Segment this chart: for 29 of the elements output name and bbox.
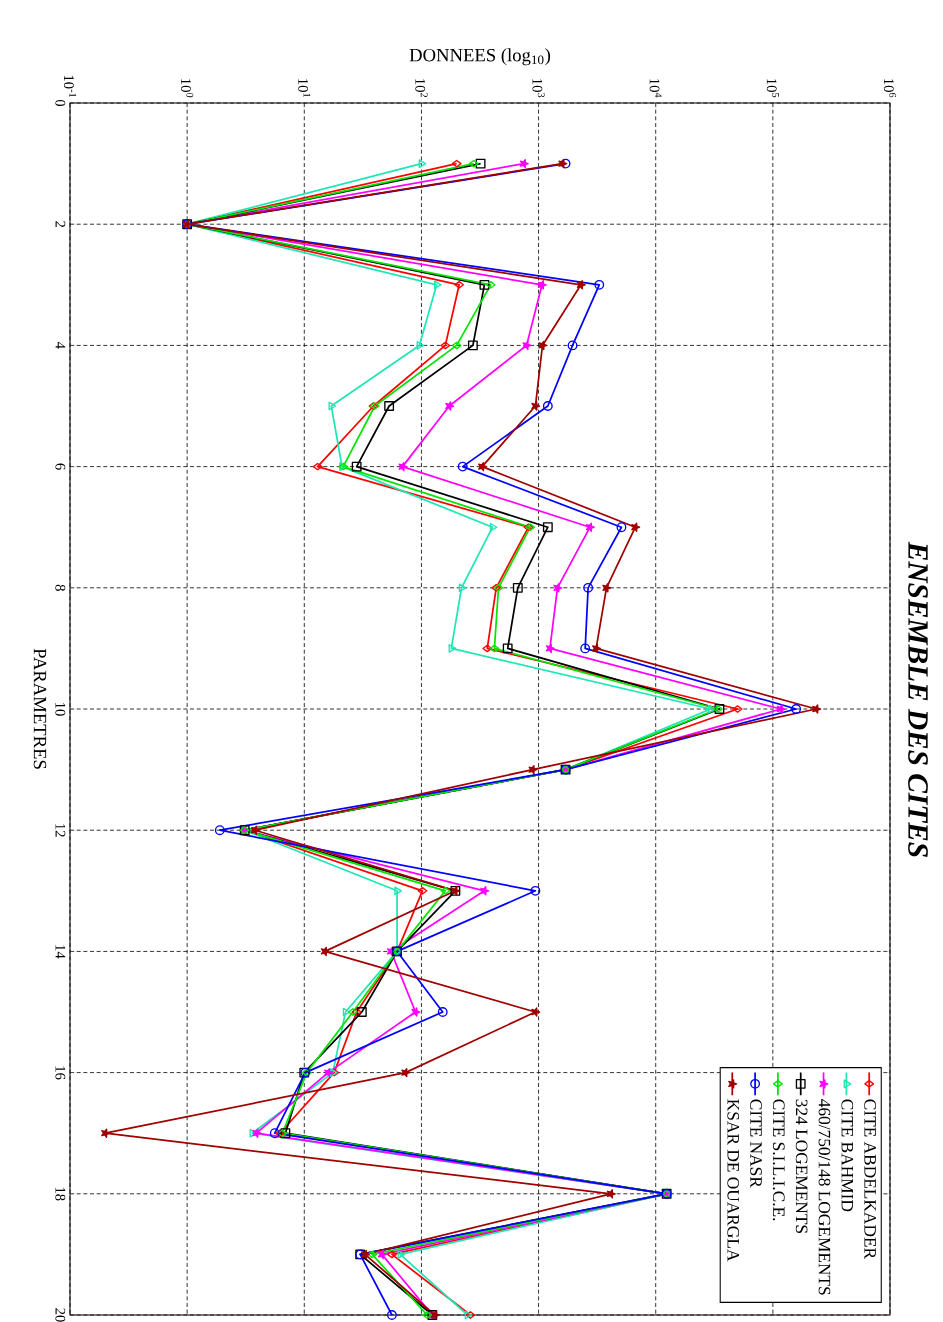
legend-label: KSAR DE OUARGLA [727,1099,740,1262]
y-tick-label: 16 [55,1066,66,1080]
x-tick-label: 10$^{1}$ [298,79,311,98]
y-axis-title: PARAMETRES [33,648,47,769]
y-tick-label: 0 [55,99,66,107]
y-tick-label: 4 [55,342,66,349]
legend-label: CITE NASR [750,1099,762,1188]
y-tick-label: 20 [55,1308,66,1322]
legend-label: 460/750/148 LOGEMENTS [818,1099,831,1295]
x-tick-label: 10$^{6}$ [883,79,897,98]
y-tick-label: 14 [55,945,66,959]
legend-label: CITE BAHMID [841,1099,854,1212]
x-tick-label: 10$^{2}$ [415,79,428,98]
x-tick-label: 10$^{-1}$ [63,75,77,98]
y-tick-label: 12 [55,824,66,837]
x-tick-label: 10$^{4}$ [649,79,662,98]
x-tick-label: 10$^{0}$ [181,79,194,98]
y-tick-label: 10 [55,702,66,716]
legend-label: CITE ABDELKADER [864,1099,876,1260]
x-axis-title: DONNEES (log$_{10}$) [409,48,551,66]
y-tick-label: 2 [55,221,66,228]
text: ENSEMBLE DES CITES [908,541,928,857]
x-tick-label: 10$^{5}$ [766,79,779,98]
y-tick-label: 8 [55,584,66,591]
y-tick-label: 18 [55,1187,66,1201]
x-tick-label: 10$^{3}$ [532,79,545,98]
y-tick-label: 6 [55,463,66,470]
legend-label: 324 LOGEMENTS [795,1099,808,1233]
legend-label: CITE S.I.L.I.C.E. [772,1099,785,1221]
